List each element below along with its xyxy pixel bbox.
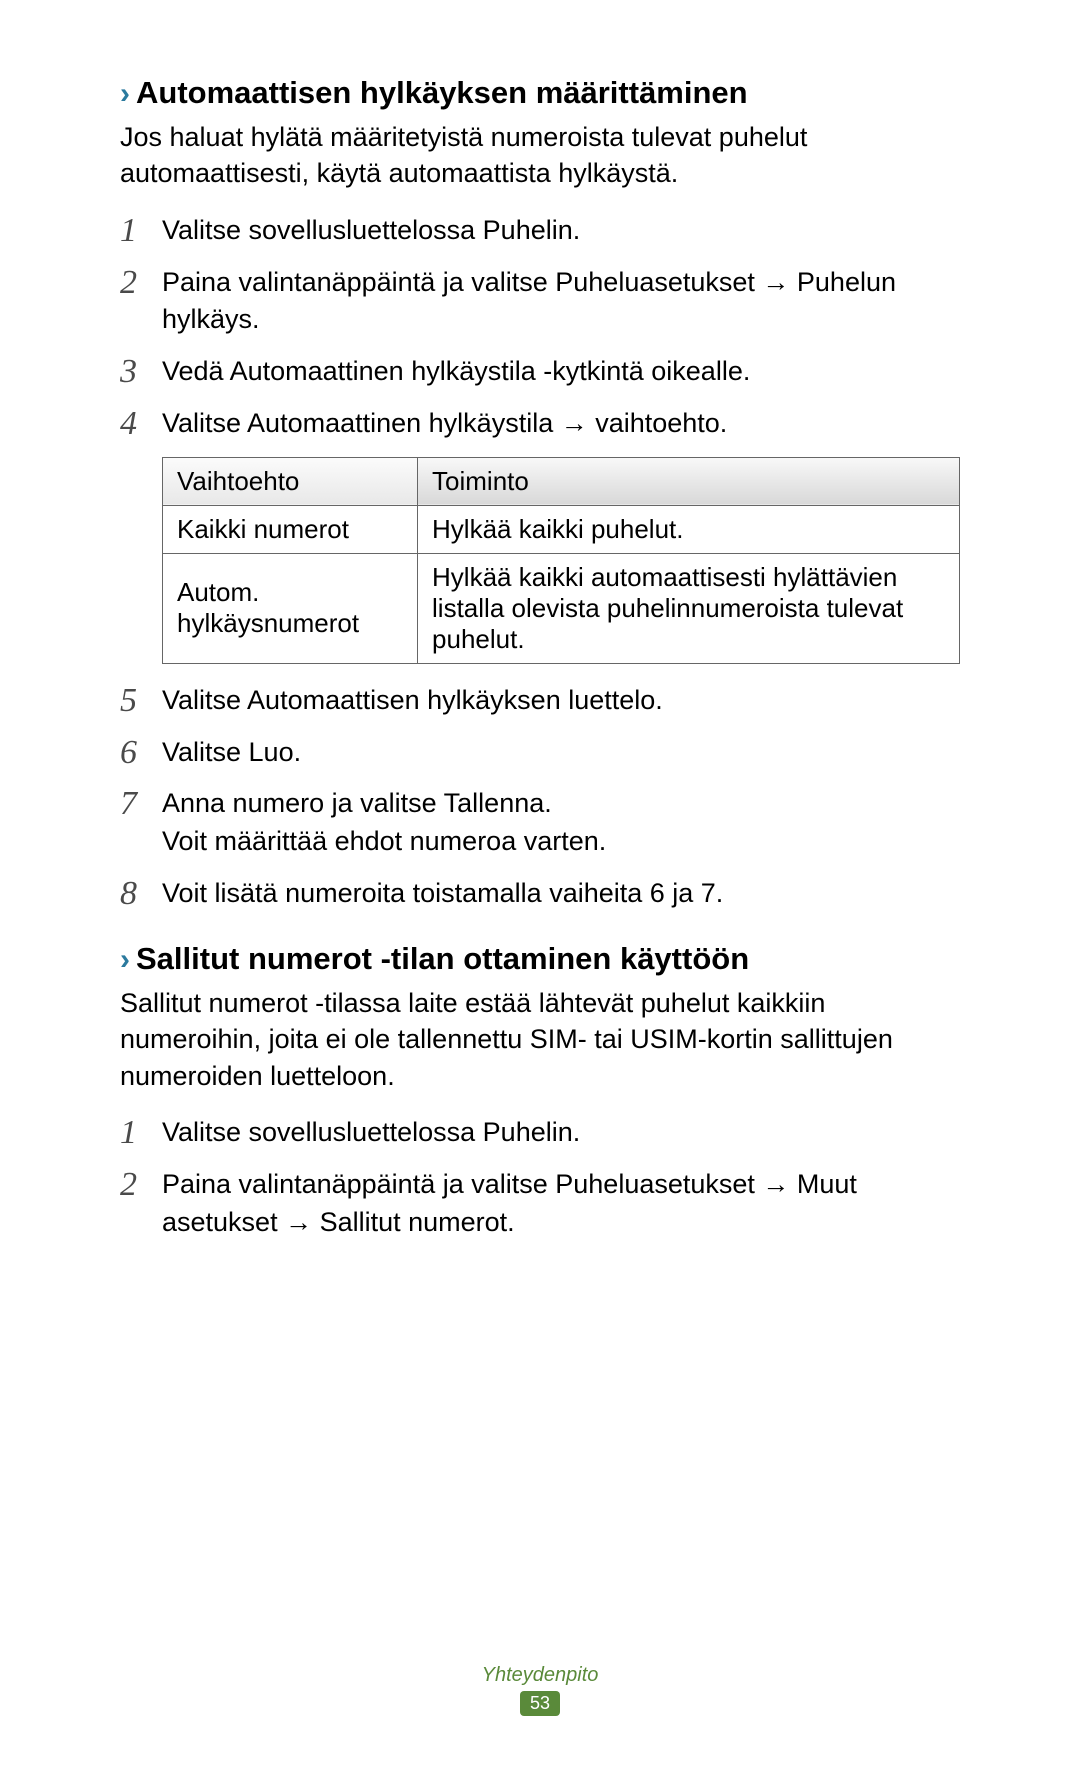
table-header: Vaihtoehto — [163, 457, 418, 505]
section2-title: Sallitut numerot -tilan ottaminen käyttö… — [136, 941, 749, 977]
table-cell: Hylkää kaikki automaattisesti hylättävie… — [418, 553, 960, 663]
page-content: › Automaattisen hylkäyksen määrittäminen… — [0, 0, 1080, 1296]
section1-heading: › Automaattisen hylkäyksen määrittäminen — [120, 75, 960, 111]
step-2: 2 Paina valintanäppäintä ja valitse Puhe… — [120, 264, 960, 340]
table-row: Autom. hylkäysnumerot Hylkää kaikki auto… — [163, 553, 960, 663]
step-6: 6 Valitse Luo. — [120, 734, 960, 772]
step-number: 3 — [120, 353, 162, 389]
page-footer: Yhteydenpito 53 — [0, 1664, 1080, 1716]
step-8: 8 Voit lisätä numeroita toistamalla vaih… — [120, 875, 960, 913]
section1-steps-cont: 5 Valitse Automaattisen hylkäyksen luett… — [120, 682, 960, 913]
step-text: Valitse sovellusluettelossa Puhelin. — [162, 1114, 960, 1152]
step-number: 7 — [120, 785, 162, 821]
section2-heading: › Sallitut numerot -tilan ottaminen käyt… — [120, 941, 960, 977]
step-text: Paina valintanäppäintä ja valitse Puhelu… — [162, 264, 960, 340]
step-text: Paina valintanäppäintä ja valitse Puhelu… — [162, 1166, 960, 1242]
table-cell: Autom. hylkäysnumerot — [163, 553, 418, 663]
step-text: Valitse Luo. — [162, 734, 960, 772]
table-row: Kaikki numerot Hylkää kaikki puhelut. — [163, 505, 960, 553]
step-number: 8 — [120, 875, 162, 911]
chevron-icon: › — [120, 79, 130, 109]
step-5: 5 Valitse Automaattisen hylkäyksen luett… — [120, 682, 960, 720]
table-header-row: Vaihtoehto Toiminto — [163, 457, 960, 505]
section1-steps: 1 Valitse sovellusluettelossa Puhelin. 2… — [120, 212, 960, 443]
step-text: Voit lisätä numeroita toistamalla vaihei… — [162, 875, 960, 913]
step-text: Vedä Automaattinen hylkäystila -kytkintä… — [162, 353, 960, 391]
section1-title: Automaattisen hylkäyksen määrittäminen — [136, 75, 748, 111]
step-number: 5 — [120, 682, 162, 718]
step-number: 4 — [120, 405, 162, 441]
step-text: Valitse sovellusluettelossa Puhelin. — [162, 212, 960, 250]
step-number: 2 — [120, 264, 162, 300]
step-1: 1 Valitse sovellusluettelossa Puhelin. — [120, 1114, 960, 1152]
page-number-badge: 53 — [520, 1691, 560, 1716]
table-header: Toiminto — [418, 457, 960, 505]
step-text: Valitse Automaattinen hylkäystila → vaih… — [162, 405, 960, 443]
step-2: 2 Paina valintanäppäintä ja valitse Puhe… — [120, 1166, 960, 1242]
step-1: 1 Valitse sovellusluettelossa Puhelin. — [120, 212, 960, 250]
section2-steps: 1 Valitse sovellusluettelossa Puhelin. 2… — [120, 1114, 960, 1241]
table-cell: Kaikki numerot — [163, 505, 418, 553]
step-number: 2 — [120, 1166, 162, 1202]
section2-intro: Sallitut numerot -tilassa laite estää lä… — [120, 985, 960, 1094]
table-cell: Hylkää kaikki puhelut. — [418, 505, 960, 553]
step-text: Valitse Automaattisen hylkäyksen luettel… — [162, 682, 960, 720]
step-3: 3 Vedä Automaattinen hylkäystila -kytkin… — [120, 353, 960, 391]
step-number: 6 — [120, 734, 162, 770]
options-table: Vaihtoehto Toiminto Kaikki numerot Hylkä… — [162, 457, 960, 664]
step-text: Anna numero ja valitse Tallenna. Voit mä… — [162, 785, 960, 861]
section1-intro: Jos haluat hylätä määritetyistä numerois… — [120, 119, 960, 192]
section2: › Sallitut numerot -tilan ottaminen käyt… — [120, 941, 960, 1242]
chevron-icon: › — [120, 945, 130, 975]
footer-category: Yhteydenpito — [0, 1664, 1080, 1687]
step-number: 1 — [120, 212, 162, 248]
step-7: 7 Anna numero ja valitse Tallenna. Voit … — [120, 785, 960, 861]
step-4: 4 Valitse Automaattinen hylkäystila → va… — [120, 405, 960, 443]
step-number: 1 — [120, 1114, 162, 1150]
